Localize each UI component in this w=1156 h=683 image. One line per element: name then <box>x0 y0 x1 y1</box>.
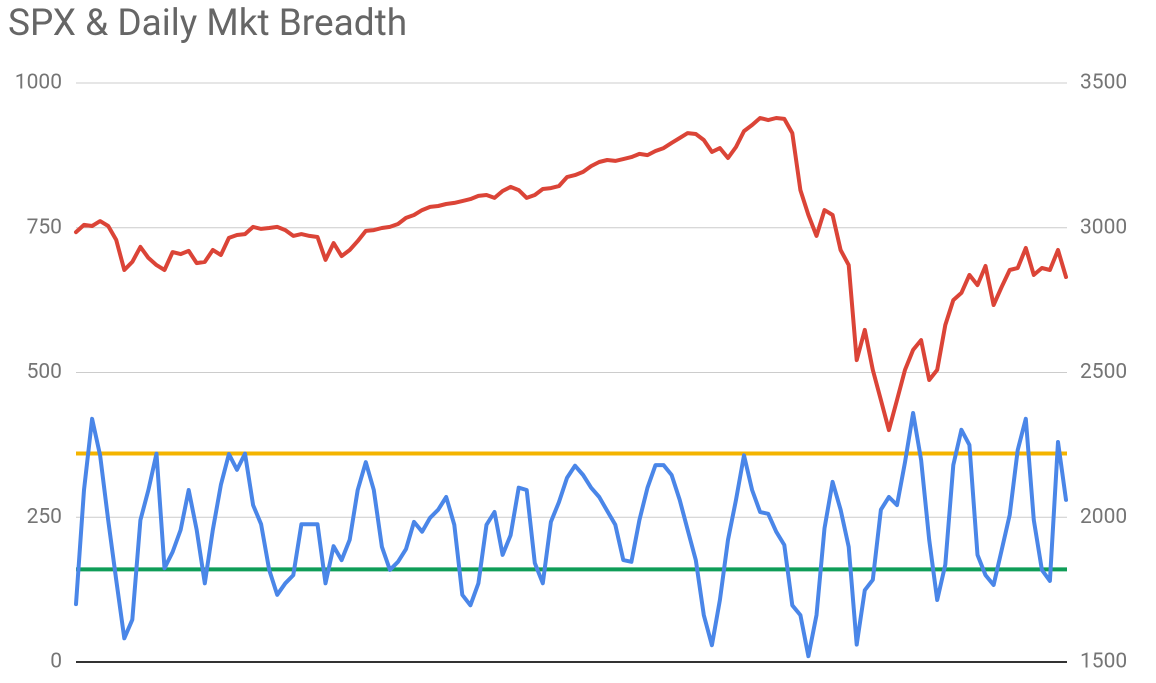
y-tick-label: 750 <box>27 215 62 239</box>
y-tick-label: 0 <box>50 650 62 674</box>
y-tick-label: 500 <box>27 360 62 384</box>
y-tick-label: 1000 <box>15 71 62 95</box>
y2-tick-label: 1500 <box>1080 650 1127 674</box>
y2-tick-label: 2000 <box>1080 505 1127 529</box>
series-line <box>74 116 1068 433</box>
y2-tick-label: 2500 <box>1080 360 1127 384</box>
y-tick-label: 250 <box>27 505 62 529</box>
series-line <box>74 411 1068 659</box>
chart-title: SPX & Daily Mkt Breadth <box>8 2 407 45</box>
y2-tick-label: 3000 <box>1080 215 1127 239</box>
y2-tick-label: 3500 <box>1080 71 1127 95</box>
